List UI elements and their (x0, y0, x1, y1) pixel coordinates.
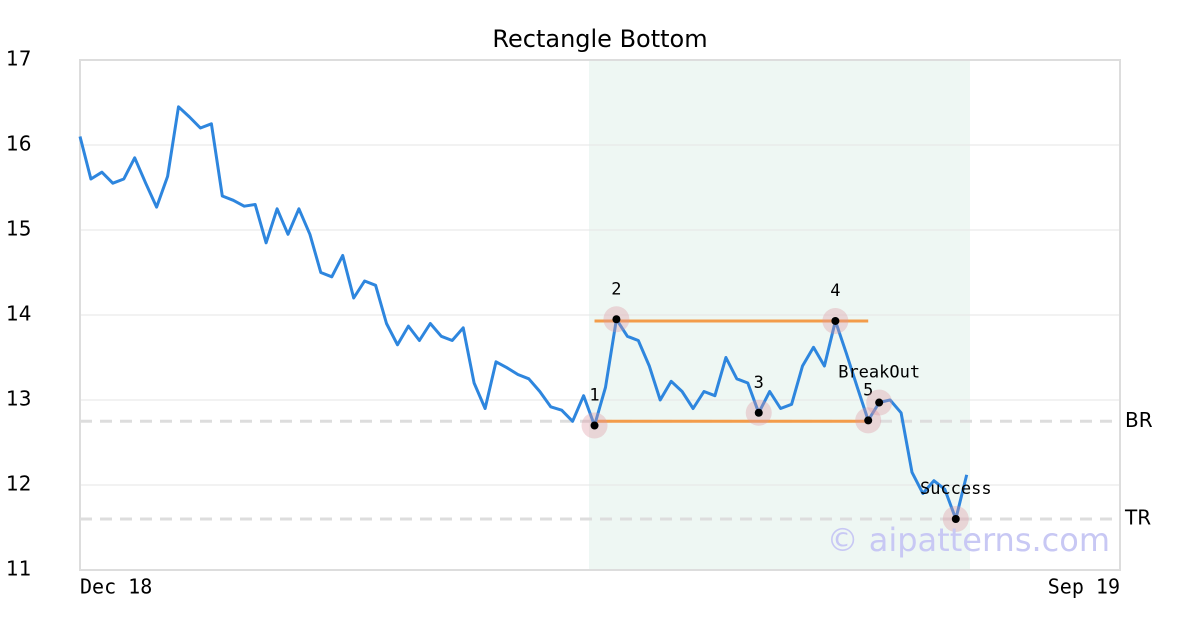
annotation-dot (864, 416, 873, 425)
annotation-label: 3 (754, 373, 764, 393)
annotation-dot (875, 398, 884, 407)
y-tick-label: 17 (6, 47, 31, 71)
annotation-label: 2 (611, 279, 621, 299)
y-tick-label: 11 (6, 557, 31, 581)
y-tick-label: 12 (6, 472, 31, 496)
x-tick-label: Dec 18 (80, 575, 152, 599)
plot-frame (79, 59, 1121, 571)
annotation-dot (951, 515, 960, 523)
y-tick-label: 13 (6, 387, 31, 411)
y-tick-label: 16 (6, 132, 31, 156)
annotation-label: 5 (863, 380, 873, 400)
annotation-label: BreakOut (838, 363, 920, 383)
annotation-dot (754, 408, 763, 417)
annotation-label: Success (920, 479, 992, 499)
annotation-dot (590, 421, 599, 430)
price-line (78, 105, 969, 521)
reference-label: BR (1125, 408, 1153, 432)
chart-title: Rectangle Bottom (492, 25, 707, 53)
annotation-dot (612, 315, 621, 324)
watermark: © aipatterns.com (827, 521, 1110, 559)
annotation-label: 4 (830, 281, 840, 301)
annotation-dot (831, 316, 840, 325)
reference-label: TR (1124, 506, 1151, 530)
y-tick-label: 14 (6, 302, 31, 326)
y-tick-label: 15 (6, 217, 31, 241)
annotation-label: 1 (589, 386, 599, 406)
x-tick-label: Sep 19 (1048, 575, 1120, 599)
